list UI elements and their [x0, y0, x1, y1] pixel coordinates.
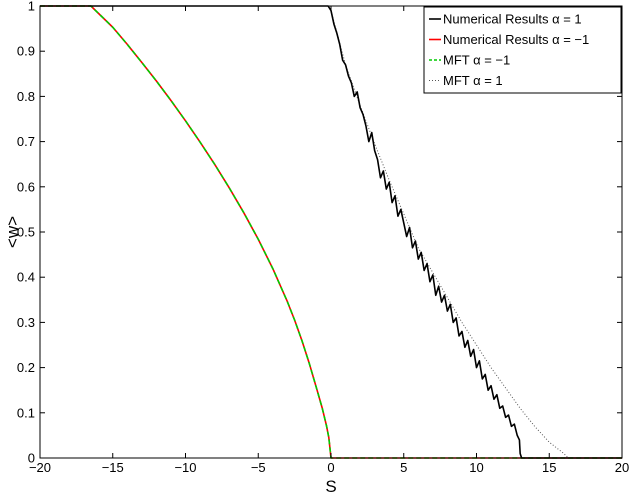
- x-tick-label: 0: [327, 460, 334, 475]
- y-tick-label: 0.7: [17, 134, 35, 149]
- y-axis-label: <w>: [3, 216, 22, 248]
- y-tick-label: 0.2: [17, 360, 35, 375]
- y-tick-label: 0: [28, 451, 35, 466]
- x-tick-label: 10: [469, 460, 483, 475]
- y-tick-label: 0.8: [17, 89, 35, 104]
- y-tick-label: 0.3: [17, 315, 35, 330]
- x-tick-label: 15: [542, 460, 556, 475]
- x-axis-label: S: [325, 477, 336, 496]
- legend-box: [423, 6, 622, 94]
- series-line-0: [40, 5, 622, 459]
- series-layer: [40, 5, 622, 459]
- x-tick-label: 20: [615, 460, 629, 475]
- y-tick-label: 0.6: [17, 179, 35, 194]
- x-tick-label: −20: [29, 460, 51, 475]
- series-line-3: [40, 5, 622, 459]
- ticks-layer: −20 −15 −10 −5 0 5 10 15 20 0 0.1 0.2 0.3 0.4 0.5 0.6 0.…: [17, 0, 629, 475]
- y-tick-label: 0.4: [17, 270, 35, 285]
- series-line-2: [40, 5, 622, 459]
- legend-entry: Numerical Results α = 1: [443, 12, 582, 27]
- x-tick-label: −15: [102, 460, 124, 475]
- y-tick-label: 0.9: [17, 44, 35, 59]
- x-tick-label: −10: [174, 460, 196, 475]
- legend-entry: Numerical Results α = −1: [443, 32, 589, 47]
- legend-entry: MFT α = 1: [443, 73, 503, 88]
- y-tick-label: 0.5: [17, 225, 35, 240]
- legend-entry: MFT α = −1: [443, 53, 510, 68]
- y-tick-label: 1: [28, 0, 35, 14]
- x-tick-label: −5: [251, 460, 266, 475]
- x-tick-label: 5: [400, 460, 407, 475]
- y-tick-label: 0.1: [17, 405, 35, 420]
- legend: Numerical Results α = 1 Numerical Results…: [423, 6, 622, 94]
